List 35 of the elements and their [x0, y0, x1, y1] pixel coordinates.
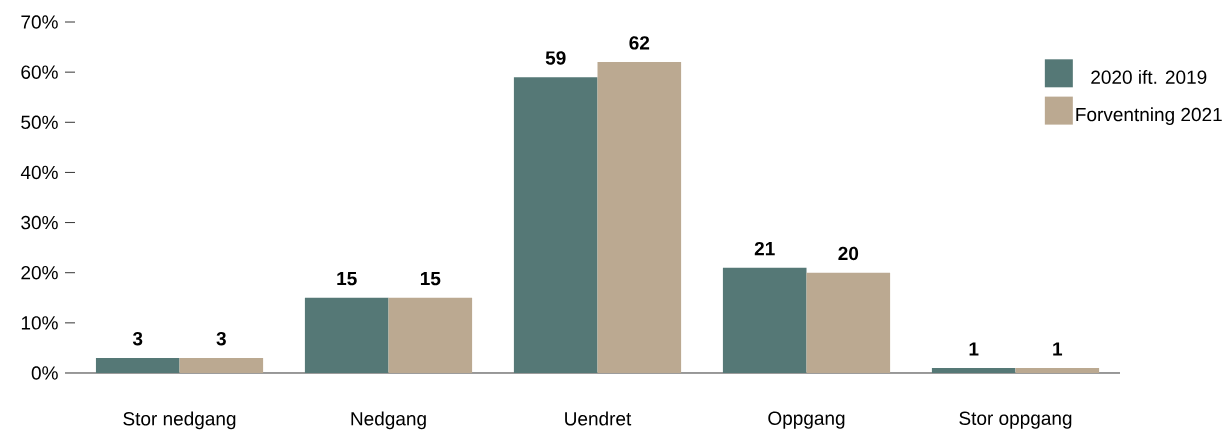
x-tick-label: Oppgang — [768, 411, 845, 429]
bar — [597, 62, 682, 373]
data-label: 1 — [969, 342, 979, 356]
bar — [931, 367, 1016, 373]
bar — [388, 297, 473, 373]
data-label: 15 — [420, 272, 441, 286]
legend-label: Forventning 2021 — [1076, 107, 1222, 126]
bar — [722, 267, 807, 373]
y-tick-label: 40% — [20, 165, 58, 180]
bar — [304, 297, 389, 373]
data-label: 20 — [838, 246, 859, 261]
data-label: 3 — [132, 331, 143, 346]
x-tick-label: Stor oppgang — [959, 411, 1072, 429]
data-label: 3 — [216, 331, 226, 346]
bar — [1015, 367, 1100, 373]
y-tick-label: 10% — [21, 316, 58, 330]
y-tick-label: 0% — [31, 366, 58, 380]
bar — [179, 357, 264, 373]
data-label: 21 — [754, 241, 775, 256]
legend-label: 2020 ift. 2019 — [1091, 70, 1207, 84]
x-tick-label: Stor nedgang — [123, 411, 236, 430]
data-label: 59 — [545, 51, 566, 65]
bar — [95, 357, 180, 373]
bar — [806, 272, 891, 373]
y-tick-label: 20% — [21, 265, 58, 280]
y-tick-label: 60% — [21, 65, 58, 79]
y-tick-label: 50% — [21, 115, 58, 130]
data-label: 1 — [1053, 342, 1063, 356]
x-tick-label: Nedgang — [351, 411, 426, 430]
data-label: 62 — [629, 36, 650, 50]
data-label: 15 — [337, 272, 357, 286]
y-tick-label: 70% — [21, 15, 58, 29]
bar — [513, 77, 598, 373]
y-tick-label: 30% — [21, 215, 58, 230]
x-tick-label: Uendret — [565, 411, 632, 426]
